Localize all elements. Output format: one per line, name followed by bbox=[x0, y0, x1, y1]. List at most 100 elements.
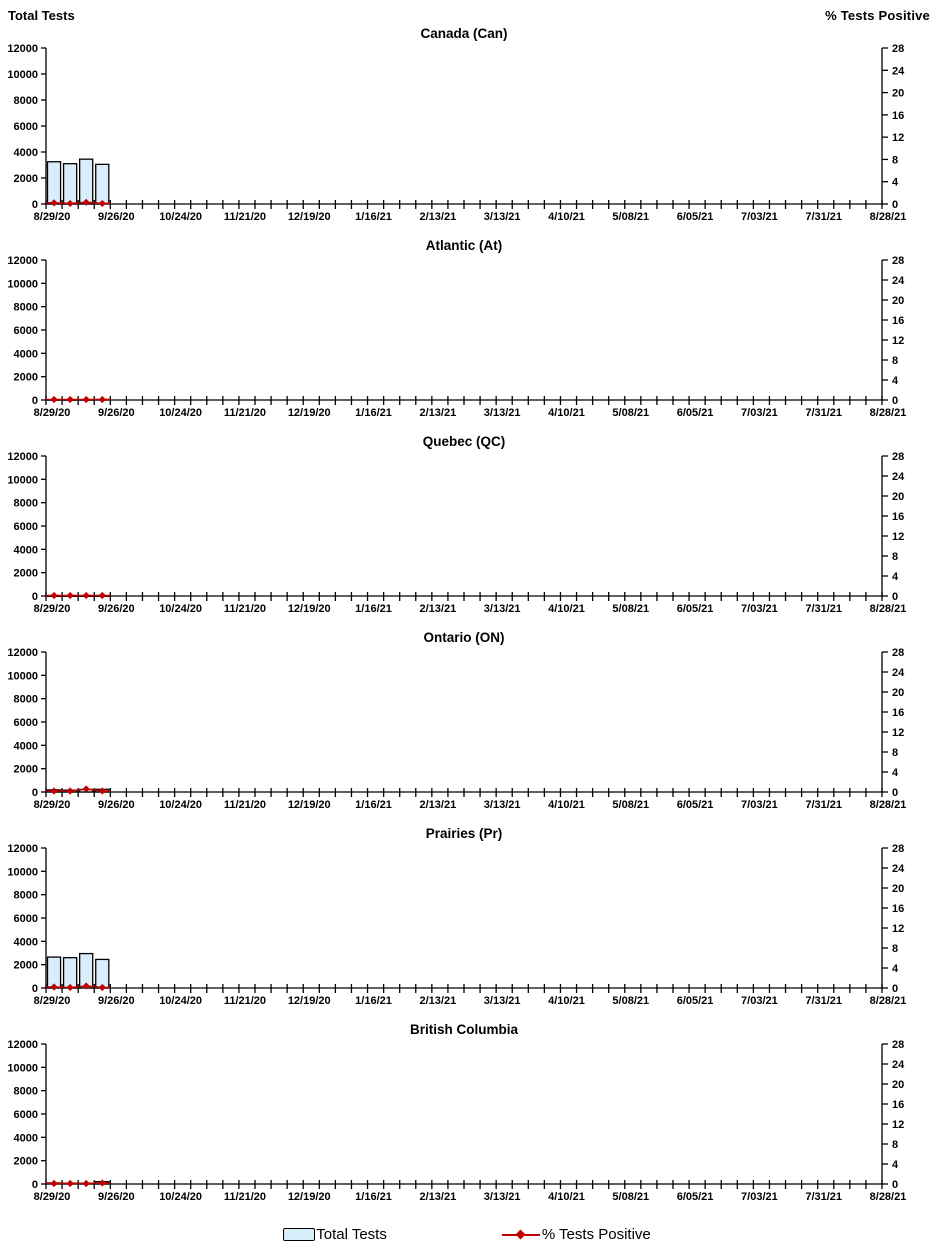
right-axis-tick-label: 24 bbox=[892, 471, 905, 483]
x-axis-tick-label: 8/29/20 bbox=[34, 1191, 71, 1203]
right-axis-tick-label: 12 bbox=[892, 923, 904, 935]
x-axis-tick-label: 8/28/21 bbox=[870, 211, 907, 223]
x-axis-tick-label: 9/26/20 bbox=[98, 603, 135, 615]
x-axis-tick-label: 10/24/20 bbox=[159, 603, 202, 615]
left-axis-tick-label: 10000 bbox=[7, 866, 38, 878]
x-axis-tick-label: 7/31/21 bbox=[805, 995, 842, 1007]
x-axis-tick-label: 5/08/21 bbox=[612, 995, 649, 1007]
right-axis-tick-label: 12 bbox=[892, 1119, 904, 1131]
pct-positive-marker bbox=[50, 787, 58, 795]
right-axis-tick-label: 20 bbox=[892, 883, 904, 895]
right-axis-tick-label: 24 bbox=[892, 275, 905, 287]
left-axis-tick-label: 2000 bbox=[14, 1156, 38, 1168]
pct-positive-series bbox=[46, 395, 111, 404]
x-axis-tick-label: 7/03/21 bbox=[741, 211, 778, 223]
chart-panel-prairies-pr: Prairies (Pr) 0 2000 4000 6000 8000 10000 12000… bbox=[7, 826, 906, 1007]
right-axis-tick-label: 0 bbox=[892, 199, 898, 211]
left-axis-tick-label: 2000 bbox=[14, 372, 38, 384]
left-axis-tick-label: 6000 bbox=[14, 913, 38, 925]
x-axis-tick-label: 4/10/21 bbox=[548, 799, 585, 811]
axes bbox=[41, 259, 888, 405]
chart-panel-british-columbia: British Columbia 0 2000 4000 6000 8000 10000 12… bbox=[7, 1022, 906, 1203]
x-axis-tick-label: 11/21/20 bbox=[224, 211, 266, 223]
x-axis-tick-label: 4/10/21 bbox=[548, 407, 585, 419]
chart-panel-atlantic-at: Atlantic (At) 0 2000 4000 6000 8000 10000 12000… bbox=[7, 238, 906, 419]
x-axis-tick-label: 8/28/21 bbox=[870, 799, 907, 811]
right-axis-tick-label: 28 bbox=[892, 1039, 904, 1051]
left-axis-tick-label: 12000 bbox=[7, 255, 38, 267]
x-axis-tick-label: 9/26/20 bbox=[98, 1191, 135, 1203]
left-axis-tick-label: 4000 bbox=[14, 1132, 38, 1144]
x-axis-tick-label: 9/26/20 bbox=[98, 995, 135, 1007]
x-axis-tick-label: 9/26/20 bbox=[98, 407, 135, 419]
left-axis-tick-label: 12000 bbox=[7, 1039, 38, 1051]
right-axis-tick-label: 4 bbox=[892, 767, 899, 779]
x-axis-tick-label: 8/29/20 bbox=[34, 211, 71, 223]
chart-title: British Columbia bbox=[410, 1022, 518, 1037]
right-axis-tick-label: 28 bbox=[892, 843, 904, 855]
x-axis-tick-label: 7/03/21 bbox=[741, 799, 778, 811]
x-axis-tick-label: 2/13/21 bbox=[419, 1191, 456, 1203]
x-axis-tick-label: 1/16/21 bbox=[355, 407, 392, 419]
total-tests-bar bbox=[46, 161, 62, 205]
x-axis-tick-label: 10/24/20 bbox=[159, 1191, 202, 1203]
left-axis-tick-label: 0 bbox=[32, 1179, 38, 1191]
legend-item-total-tests: Total Tests bbox=[283, 1226, 387, 1243]
x-axis-tick-label: 8/29/20 bbox=[34, 407, 71, 419]
left-axis-tick-label: 8000 bbox=[14, 95, 38, 107]
right-axis-tick-label: 8 bbox=[892, 355, 898, 367]
left-axis-tick-label: 10000 bbox=[7, 278, 38, 290]
x-axis-tick-label: 1/16/21 bbox=[355, 799, 392, 811]
x-axis-tick-label: 11/21/20 bbox=[224, 799, 266, 811]
pct-positive-series bbox=[46, 591, 111, 600]
total-tests-bar bbox=[79, 158, 94, 205]
left-axis-tick-label: 10000 bbox=[7, 69, 38, 81]
right-axis-tick-label: 8 bbox=[892, 551, 898, 563]
x-axis-tick-label: 3/13/21 bbox=[484, 1191, 521, 1203]
x-axis-tick-label: 8/29/20 bbox=[34, 995, 71, 1007]
right-axis-tick-label: 4 bbox=[892, 375, 899, 387]
chart-panel-ontario-on: Ontario (ON) 0 2000 4000 6000 8000 10000 12000 0… bbox=[7, 630, 907, 811]
left-axis-tick-label: 6000 bbox=[14, 717, 38, 729]
legend-label-pct-positive: % Tests Positive bbox=[541, 1226, 651, 1243]
pct-positive-marker bbox=[50, 1179, 58, 1188]
legend-item-pct-positive: % Tests Positive bbox=[501, 1226, 651, 1243]
chart-panel-canada-can: Canada (Can) 0 2000 4000 6000 8000 10000 12000 0… bbox=[7, 26, 907, 223]
x-axis-tick-label: 7/03/21 bbox=[741, 407, 778, 419]
x-axis-tick-label: 8/29/20 bbox=[34, 603, 71, 615]
right-axis-tick-label: 24 bbox=[892, 1059, 905, 1071]
chart-panels-container: Canada (Can) 0 2000 4000 6000 8000 10000 12000 0… bbox=[0, 22, 934, 1214]
total-tests-bar bbox=[62, 163, 78, 205]
left-axis-tick-label: 10000 bbox=[7, 1062, 38, 1074]
chart-title: Canada (Can) bbox=[420, 26, 507, 41]
right-axis-tick-label: 28 bbox=[892, 255, 904, 267]
x-axis-tick-label: 1/16/21 bbox=[355, 211, 392, 223]
legend: Total Tests % Tests Positive bbox=[0, 1214, 934, 1253]
x-axis-tick-label: 1/16/21 bbox=[355, 1191, 392, 1203]
pct-positive-marker bbox=[66, 1179, 74, 1188]
pct-positive-marker bbox=[66, 591, 74, 600]
pct-positive-marker bbox=[50, 395, 58, 404]
x-axis-tick-label: 7/31/21 bbox=[805, 799, 842, 811]
pct-positive-marker bbox=[82, 395, 90, 404]
right-axis-tick-label: 0 bbox=[892, 787, 898, 799]
right-axis-tick-label: 20 bbox=[892, 491, 904, 503]
axes bbox=[41, 847, 888, 993]
left-axis-tick-label: 10000 bbox=[7, 670, 38, 682]
right-axis-tick-label: 16 bbox=[892, 315, 904, 327]
pct-positive-marker bbox=[50, 199, 58, 207]
left-axis-tick-label: 4000 bbox=[14, 348, 38, 360]
right-axis-tick-label: 16 bbox=[892, 511, 904, 523]
pct-positive-marker bbox=[50, 983, 58, 991]
bar-swatch-icon bbox=[283, 1228, 316, 1241]
x-axis-tick-label: 8/29/20 bbox=[34, 799, 71, 811]
right-axis-title: % Tests Positive bbox=[825, 8, 930, 23]
right-axis-tick-label: 8 bbox=[892, 747, 898, 759]
right-axis-tick-label: 4 bbox=[892, 177, 899, 189]
legend-label-total-tests: Total Tests bbox=[316, 1226, 387, 1243]
pct-positive-marker bbox=[98, 1179, 106, 1187]
x-axis-tick-label: 12/19/20 bbox=[288, 995, 331, 1007]
right-axis-tick-label: 16 bbox=[892, 110, 904, 122]
right-axis-tick-label: 12 bbox=[892, 132, 904, 144]
